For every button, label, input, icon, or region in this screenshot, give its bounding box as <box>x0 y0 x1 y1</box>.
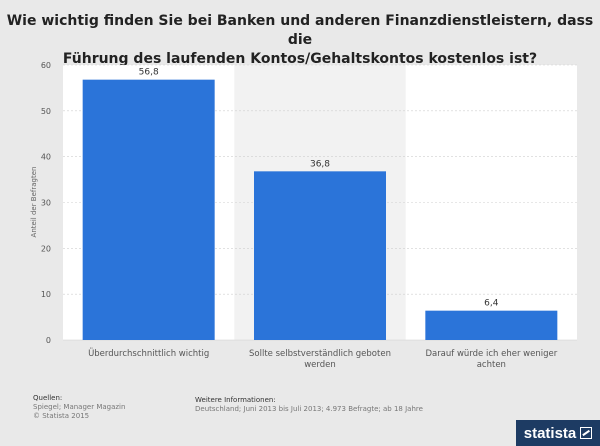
y-tick-label: 20 <box>41 244 51 253</box>
data-label: 36,8 <box>310 159 330 169</box>
bar <box>425 310 558 340</box>
chart-title-line-2: Führung des laufenden Kontos/Gehaltskont… <box>62 51 538 67</box>
chart-title-line-1: Wie wichtig finden Sie bei Banken und an… <box>6 13 594 48</box>
bar <box>254 171 386 340</box>
x-category-label: werden <box>304 360 336 370</box>
chart-title: Wie wichtig finden Sie bei Banken und an… <box>0 12 600 69</box>
y-tick-label: 50 <box>41 107 51 116</box>
info-heading: Weitere Informationen: <box>195 396 276 404</box>
footer-info: Weitere Informationen: Deutschland; Juni… <box>195 396 423 414</box>
sources-line-2: © Statista 2015 <box>33 412 90 420</box>
statista-brand[interactable]: statista <box>516 420 600 446</box>
y-tick-label: 40 <box>41 153 51 162</box>
y-axis-label: Anteil der Befragten <box>30 167 38 238</box>
data-label: 6,4 <box>484 299 499 309</box>
y-tick-label: 0 <box>46 336 51 345</box>
x-category-label: Sollte selbstverständlich geboten <box>249 349 391 359</box>
info-text: Deutschland; Juni 2013 bis Juli 2013; 4.… <box>195 405 423 413</box>
footer-sources: Quellen: Spiegel; Manager Magazin © Stat… <box>33 394 125 421</box>
sources-line-1: Spiegel; Manager Magazin <box>33 403 126 411</box>
x-category-label: Darauf würde ich eher weniger <box>425 349 557 359</box>
x-category-label: achten <box>477 360 506 370</box>
y-tick-label: 30 <box>41 199 51 208</box>
x-category-label: Überdurchschnittlich wichtig <box>88 348 209 359</box>
statista-logo-icon <box>580 427 593 439</box>
sources-heading: Quellen: <box>33 394 63 402</box>
brand-name: statista <box>523 424 577 442</box>
bar <box>82 79 215 341</box>
y-tick-label: 60 <box>41 61 51 70</box>
data-label: 56,8 <box>139 68 159 78</box>
y-tick-label: 10 <box>41 290 51 299</box>
